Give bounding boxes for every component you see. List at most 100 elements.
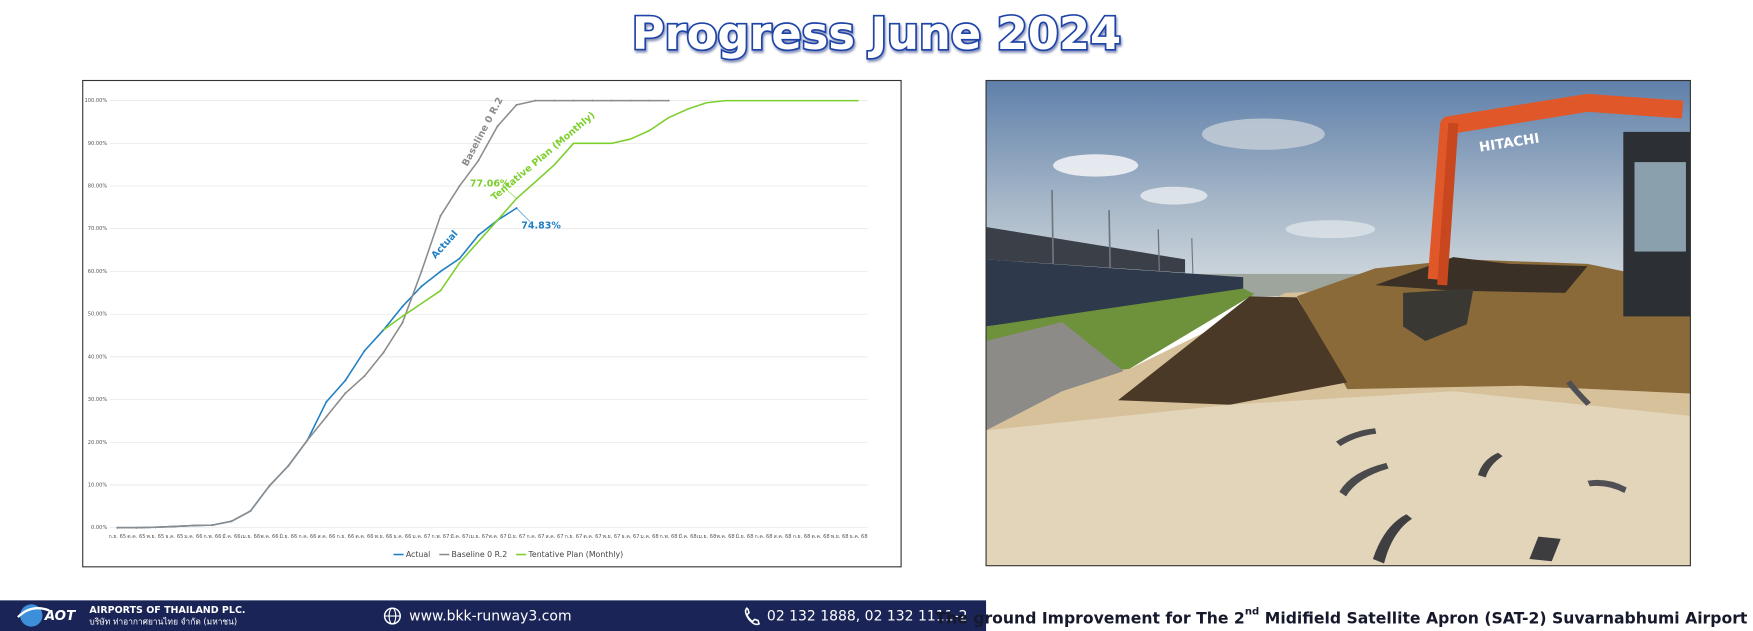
caption-text: Midifield Satellite Apron (SAT-2) Suvarn… — [1265, 608, 1748, 627]
label-leader — [505, 188, 517, 199]
photo-caption: The ground Improvement for The 2nd Midifi… — [935, 607, 1748, 627]
x-tick-label: พ.ค. 67 — [488, 534, 506, 540]
light-pole — [1051, 190, 1054, 264]
phone-icon — [744, 607, 761, 626]
fence — [986, 259, 1244, 327]
point-marker — [648, 99, 651, 102]
point-marker — [116, 526, 119, 529]
point-marker — [553, 99, 556, 102]
point-marker — [458, 185, 461, 188]
x-tick-label: เม.ย. 66 — [241, 534, 261, 540]
point-marker — [420, 285, 423, 288]
point-marker — [325, 415, 328, 418]
x-tick-label: พ.ค. 66 — [260, 534, 278, 540]
x-tick-label: เม.ย. 68 — [697, 534, 717, 540]
x-tick-label: ก.ย. 68 — [793, 534, 811, 540]
point-marker — [173, 525, 176, 528]
x-tick-label: ธ.ค. 65 — [165, 534, 183, 540]
debris — [1339, 462, 1389, 497]
debris — [1587, 479, 1627, 494]
x-tick-label: ก.ค. 66 — [298, 534, 316, 540]
excavator-stick — [1437, 122, 1459, 286]
y-tick-label: 70.00% — [88, 226, 108, 232]
company-th: บริษัท ท่าอากาศยานไทย จำกัด (มหาชน) — [89, 617, 237, 627]
point-marker — [439, 270, 442, 273]
data-label: 74.83% — [521, 221, 561, 232]
terminal-roof — [986, 226, 1186, 273]
x-tick-label: มิ.ย. 66 — [280, 533, 298, 540]
point-marker — [458, 257, 461, 260]
x-tick-label: พ.ย. 65 — [147, 534, 165, 540]
excavator-glass — [1634, 162, 1686, 252]
foreground-sand — [986, 391, 1691, 566]
y-tick-label: 90.00% — [88, 141, 108, 147]
caption-superscript: nd — [1245, 607, 1259, 618]
x-tick-label: ก.พ. 67 — [432, 534, 450, 540]
x-tick-label: ต.ค. 65 — [127, 534, 145, 540]
x-tick-label: ส.ค. 66 — [317, 534, 335, 540]
point-marker — [572, 99, 575, 102]
x-tick-label: มี.ค. 68 — [678, 533, 696, 540]
point-marker — [477, 234, 480, 237]
point-marker — [306, 439, 309, 442]
x-tick-label: พ.ย. 67 — [603, 534, 621, 540]
point-marker — [439, 214, 442, 217]
point-marker — [211, 524, 214, 527]
spoil-heap — [1296, 259, 1691, 394]
x-tick-label: ต.ค. 67 — [583, 534, 601, 540]
x-tick-label: ก.พ. 66 — [203, 534, 221, 540]
x-tick-label: ม.ค. 67 — [412, 534, 430, 540]
data-label: 77.06% — [470, 179, 510, 190]
light-pole — [1108, 210, 1111, 269]
caption-text: The ground Improvement for The 2 — [935, 608, 1244, 627]
label-leader — [516, 207, 531, 222]
debris — [1529, 536, 1561, 562]
point-marker — [667, 99, 670, 102]
legend-label: Baseline 0 R.2 — [452, 550, 508, 559]
phone: 02 132 1888, 02 132 1111-2 — [767, 609, 968, 625]
x-tick-label: มิ.ย. 67 — [508, 533, 526, 540]
y-tick-label: 20.00% — [88, 440, 108, 446]
legend-label: Tentative Plan (Monthly) — [527, 550, 623, 559]
x-tick-label: ม.ค. 66 — [184, 534, 202, 540]
y-tick-label: 0.00% — [91, 525, 107, 531]
x-tick-label: มิ.ย. 68 — [736, 533, 754, 540]
debris — [1477, 452, 1503, 478]
legend-label: Actual — [406, 550, 430, 559]
point-marker — [363, 349, 366, 352]
point-marker — [401, 321, 404, 324]
x-tick-label: ธ.ค. 66 — [393, 534, 411, 540]
debris — [1372, 514, 1413, 564]
y-tick-label: 30.00% — [88, 397, 108, 403]
x-tick-label: ก.ย. 67 — [565, 534, 583, 540]
x-tick-label: ธ.ค. 67 — [622, 534, 640, 540]
chart-frame — [82, 79, 902, 568]
excavator-bucket — [1403, 288, 1474, 341]
point-marker — [135, 526, 138, 529]
excavator-boom — [1427, 93, 1684, 281]
point-marker — [192, 524, 195, 527]
x-tick-label: ก.ค. 68 — [755, 534, 773, 540]
x-tick-label: มี.ค. 66 — [222, 533, 240, 540]
cloud — [1053, 154, 1139, 177]
point-marker — [591, 99, 594, 102]
point-marker — [249, 510, 252, 513]
x-tick-label: ธ.ค. 68 — [850, 534, 868, 540]
website: www.bkk-runway3.com — [409, 609, 571, 625]
dark-heap — [1375, 257, 1588, 293]
x-tick-label: ก.ค. 67 — [527, 534, 545, 540]
y-tick-label: 40.00% — [88, 354, 108, 360]
x-tick-label: พ.ค. 68 — [716, 534, 734, 540]
point-marker — [268, 484, 271, 487]
point-marker — [496, 125, 499, 128]
point-marker — [325, 400, 328, 403]
x-tick-label: ม.ค. 68 — [640, 534, 658, 540]
point-marker — [363, 375, 366, 378]
point-marker — [534, 99, 537, 102]
point-marker — [382, 351, 385, 354]
photo: HITACHI — [986, 80, 1691, 566]
point-marker — [477, 159, 480, 162]
cloud — [1285, 220, 1376, 239]
point-marker — [344, 392, 347, 395]
